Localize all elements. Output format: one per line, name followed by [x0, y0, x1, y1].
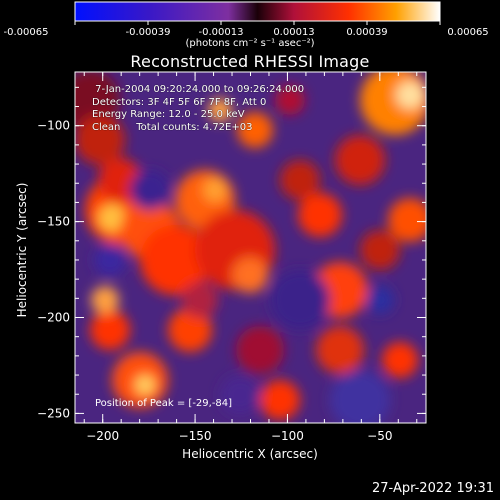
image-map — [75, 72, 426, 423]
colorbar-tick: 0.00065 — [447, 27, 488, 38]
peak-position: Position of Peak = [-29,-84] — [95, 398, 233, 409]
intensity-region — [316, 326, 364, 374]
observation-info: 7-Jan-2004 09:20:24.000 to 09:26:24.000 D… — [92, 84, 304, 134]
clean-counts-line: Clean Total counts: 4.72E+03 — [92, 121, 253, 133]
intensity-region — [98, 204, 126, 232]
colorbar: -0.00065 -0.00039 -0.00013 0.00013 0.000… — [4, 1, 489, 38]
tick-label: −100 — [37, 119, 70, 133]
intensity-region — [94, 244, 126, 276]
colorbar-units-label: (photons cm⁻² s⁻¹ asec⁻²) — [185, 38, 315, 49]
intensity-region — [91, 286, 119, 314]
intensity-region — [360, 230, 400, 270]
intensity-region — [232, 257, 268, 293]
tick-label: −150 — [179, 429, 212, 443]
tick-label: −200 — [37, 311, 70, 325]
intensity-region — [220, 375, 260, 415]
intensity-region — [135, 375, 155, 395]
intensity-region — [366, 286, 394, 314]
tick-label: −100 — [271, 429, 304, 443]
intensity-region — [130, 170, 170, 210]
intensity-region — [260, 380, 300, 420]
colorbar-tick: -0.00065 — [4, 27, 49, 38]
intensity-region — [330, 370, 390, 423]
intensity-region — [280, 160, 320, 200]
y-axis-label: Heliocentric Y (arcsec) — [15, 183, 29, 318]
intensity-region — [168, 308, 212, 352]
intensity-region — [140, 225, 210, 295]
tick-label: −200 — [86, 429, 119, 443]
time-range: 7-Jan-2004 09:20:24.000 to 09:26:24.000 — [92, 84, 305, 95]
colorbar-gradient — [74, 1, 441, 22]
intensity-region — [75, 72, 120, 130]
colorbar-tick: 0.00013 — [273, 27, 314, 38]
tick-label: −150 — [37, 215, 70, 229]
intensity-region — [236, 326, 284, 374]
tick-label: −250 — [37, 406, 70, 420]
plot-title: Reconstructed RHESSI Image — [130, 52, 370, 71]
energy-range-line: Energy Range: 12.0 - 25.0 keV — [92, 109, 245, 120]
detectors-line: Detectors: 3F 4F 5F 6F 7F 8F, Att 0 — [92, 96, 267, 108]
intensity-region — [270, 270, 330, 330]
intensity-region — [388, 198, 426, 242]
tick-label: −50 — [367, 429, 392, 443]
intensity-region — [75, 115, 125, 165]
colorbar-tick: -0.00013 — [199, 27, 244, 38]
intensity-region — [182, 282, 218, 318]
intensity-region — [203, 178, 227, 202]
intensity-region — [382, 342, 418, 378]
intensity-region — [275, 85, 305, 115]
colorbar-tick: -0.00039 — [126, 27, 171, 38]
intensity-region — [237, 112, 273, 148]
intensity-region — [396, 81, 424, 109]
x-axis-label: Heliocentric X (arcsec) — [182, 447, 318, 461]
intensity-region — [298, 193, 342, 237]
timestamp: 27-Apr-2022 19:31 — [372, 481, 494, 496]
intensity-region — [208, 98, 232, 122]
intensity-region — [90, 310, 130, 350]
colorbar-tick: 0.00039 — [346, 27, 387, 38]
intensity-region — [335, 135, 385, 185]
